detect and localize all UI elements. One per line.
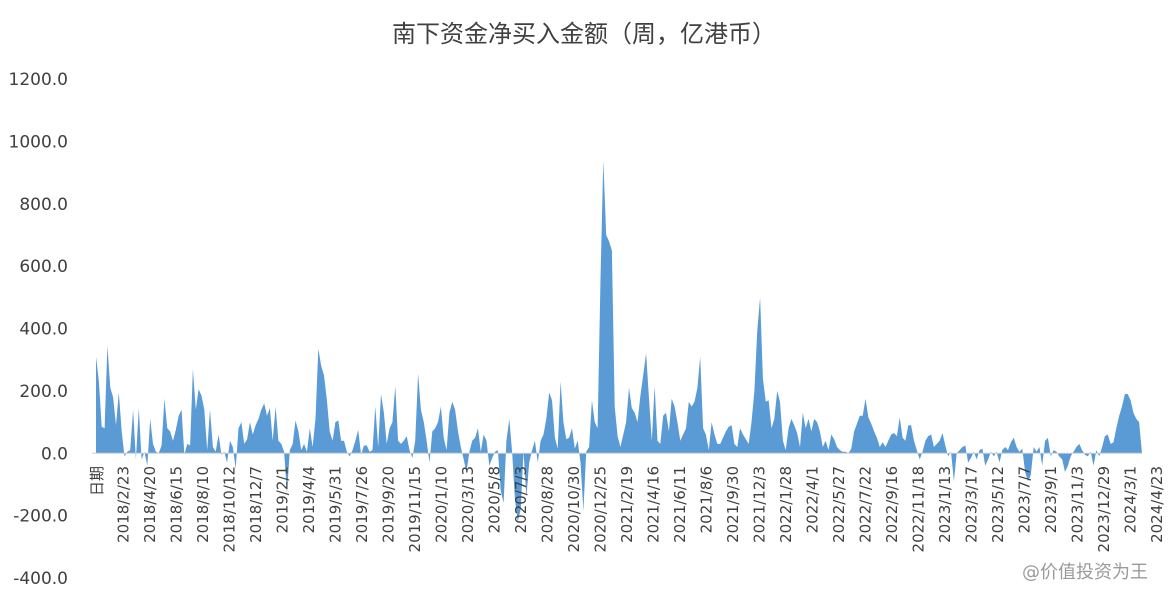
x-axis: 日期 2018/2/23 2018/4/20 2018/6/15 2018/8/10 20… [88,466,1166,552]
x-tick-label: 2021/6/11 [671,466,689,543]
x-tick-label: 2023/11/3 [1069,466,1087,543]
x-tick-label: 2022/11/18 [910,466,928,552]
chart-title: 南下资金净买入金额（周，亿港币） [392,20,776,48]
x-tick-label: 2018/6/15 [168,466,186,543]
watermark-text: @价值投资为王 [1022,562,1148,583]
x-tick-label: 2018/12/7 [247,466,265,543]
y-tick-label: 600.0 [19,257,68,277]
x-tick-label: 2019/9/20 [380,466,398,543]
y-tick-label: 1200.0 [9,70,68,90]
x-tick-label: 2023/5/12 [989,466,1007,543]
x-tick-label: 2023/7/7 [1016,466,1034,533]
x-tick-label: 2021/12/3 [751,466,769,543]
x-tick-label: 2021/4/16 [645,466,663,543]
x-tick-label: 2019/11/15 [406,466,424,552]
x-tick-label: 2021/2/19 [618,466,636,543]
y-tick-label: 1000.0 [9,132,68,152]
x-tick-label: 2019/5/31 [327,466,345,543]
x-tick-label: 2020/12/25 [592,466,610,552]
x-tick-label: 2020/8/28 [539,466,557,543]
x-tick-label: 2022/5/27 [830,466,848,543]
x-tick-label: 2024/4/23 [1148,466,1166,543]
x-tick-label: 2022/1/28 [777,466,795,543]
x-tick-label: 2020/3/13 [459,466,477,543]
y-tick-label: -200.0 [13,507,68,527]
x-tick-label: 2022/7/22 [857,466,875,543]
x-tick-label: 2021/8/6 [698,466,716,533]
x-tick-label: 2020/7/3 [512,466,530,533]
x-tick-label: 2019/2/1 [274,466,292,533]
y-axis: -400.0 -200.0 0.0 200.0 400.0 600.0 800.0 1000.… [9,70,68,589]
x-tick-label: 2023/9/1 [1042,466,1060,533]
x-tick-label: 2023/12/29 [1095,466,1113,552]
y-tick-label: 400.0 [19,320,68,340]
y-tick-label: 200.0 [19,382,68,402]
x-tick-label: 2020/5/8 [486,466,504,533]
y-tick-label: -400.0 [13,569,68,589]
x-tick-label: 2020/1/10 [433,466,451,543]
y-tick-label: 800.0 [19,195,68,215]
x-tick-label: 2021/9/30 [724,466,742,543]
x-tick-label: 2023/1/13 [936,466,954,543]
x-tick-label: 2022/4/1 [804,466,822,533]
x-tick-label: 2018/4/20 [141,466,159,543]
y-tick-label: 0.0 [41,444,68,464]
x-tick-label: 2018/10/12 [221,466,239,552]
x-tick-label: 2020/10/30 [565,466,583,552]
x-tick-label: 2023/3/17 [963,466,981,543]
x-tick-label: 2019/4/4 [300,466,318,533]
x-tick-label: 2018/8/10 [194,466,212,543]
x-axis-label-date: 日期 [88,466,106,496]
x-tick-label: 2024/3/1 [1122,466,1140,533]
x-tick-label: 2019/7/26 [353,466,371,543]
x-tick-label: 2018/2/23 [115,466,133,543]
x-tick-label: 2022/9/16 [883,466,901,543]
net-buy-area [96,160,1142,522]
